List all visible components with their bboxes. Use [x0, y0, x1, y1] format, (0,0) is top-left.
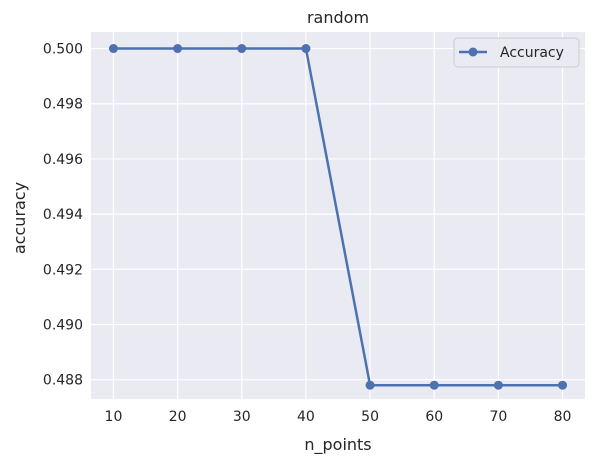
data-point-marker	[365, 380, 375, 390]
x-tick-label: 40	[297, 409, 315, 425]
data-point-marker	[108, 44, 118, 54]
legend-marker-icon	[468, 47, 478, 57]
series-layer	[108, 44, 568, 390]
y-axis-label: accuracy	[10, 182, 29, 254]
x-tick-label: 50	[361, 409, 379, 425]
legend-label: Accuracy	[500, 45, 564, 61]
y-tick-label: 0.492	[43, 262, 83, 278]
y-tick-label: 0.496	[43, 152, 83, 168]
chart-title: random	[307, 8, 369, 27]
x-tick-label: 20	[169, 409, 187, 425]
grid-lines	[91, 32, 585, 399]
legend-box	[453, 37, 580, 68]
legend: Accuracy	[453, 37, 580, 68]
data-point-marker	[237, 44, 247, 54]
y-tick-label: 0.494	[43, 207, 83, 223]
tick-labels: 10 20 30 40 50 60 70 80 0.488 0.490 0.492 0.494 0.49…	[43, 42, 572, 425]
data-point-marker	[558, 380, 568, 390]
x-tick-label: 80	[554, 409, 572, 425]
x-tick-label: 30	[233, 409, 251, 425]
data-point-marker	[429, 380, 439, 390]
x-axis-label: n_points	[304, 435, 371, 455]
y-tick-label: 0.500	[43, 42, 83, 58]
series-line	[113, 47, 563, 387]
x-tick-label: 60	[425, 409, 443, 425]
y-tick-label: 0.490	[43, 317, 83, 333]
data-point-marker	[301, 44, 311, 54]
x-tick-label: 10	[105, 409, 123, 425]
data-point-marker	[173, 44, 183, 54]
x-tick-label: 70	[489, 409, 507, 425]
data-point-marker	[493, 380, 503, 390]
y-tick-label: 0.498	[43, 97, 83, 113]
y-tick-label: 0.488	[43, 373, 83, 389]
